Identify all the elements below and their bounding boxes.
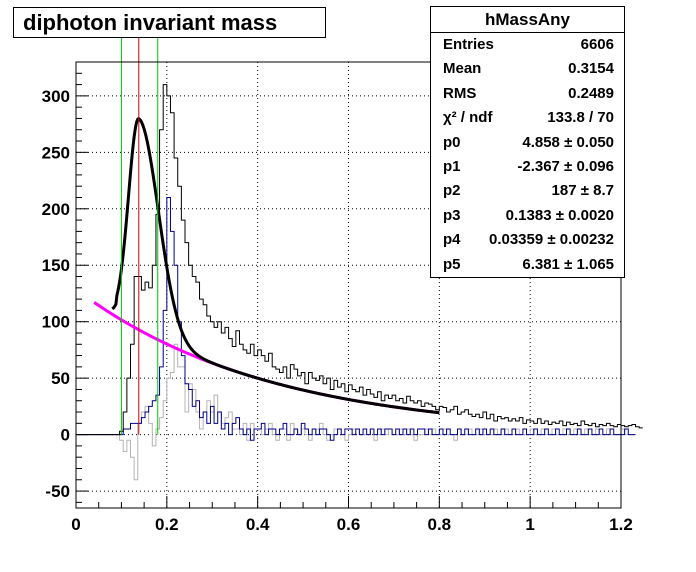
stats-key: p5: [443, 255, 461, 273]
histogram-all: [76, 84, 643, 436]
stats-key: p2: [443, 182, 461, 200]
stats-title: hMassAny: [431, 7, 624, 33]
y-tick-label: 200: [42, 200, 70, 219]
stats-row: p5 6.381 ± 1.065: [431, 253, 624, 277]
x-tick-label: 1.2: [609, 515, 633, 534]
stats-value: 0.03359 ± 0.00232: [488, 231, 614, 249]
stats-key: Mean: [443, 60, 482, 78]
stats-key: p4: [443, 231, 461, 249]
stats-row: p2 187 ± 8.7: [431, 179, 624, 203]
y-tick-label: 150: [42, 256, 70, 275]
stats-box: hMassAny Entries 6606 Mean 0.3154 RMS 0.248…: [430, 6, 625, 278]
y-tick-label: 300: [42, 87, 70, 106]
stats-key: χ² / ndf: [443, 109, 493, 127]
histogram-blue: [76, 196, 636, 441]
x-tick-label: 0.8: [428, 515, 452, 534]
stats-row: Mean 0.3154: [431, 57, 624, 81]
stats-key: p1: [443, 157, 461, 175]
stats-value: 0.2489: [568, 84, 614, 102]
stats-value: 187 ± 8.7: [551, 182, 614, 200]
background-fit-curve: [93, 301, 440, 415]
x-tick-label: 0.2: [155, 515, 179, 534]
stats-key: RMS: [443, 84, 477, 102]
histogram-grey: [76, 343, 636, 481]
stats-row: p1 -2.367 ± 0.096: [431, 155, 624, 179]
y-tick-label: 250: [42, 143, 70, 162]
y-tick-label: 50: [51, 369, 70, 388]
stats-key: p0: [443, 133, 461, 151]
stats-row: χ² / ndf 133.8 / 70: [431, 106, 624, 130]
stats-row: p3 0.1383 ± 0.0020: [431, 204, 624, 228]
stats-key: Entries: [443, 36, 494, 53]
chart-title: diphoton invariant mass: [13, 7, 326, 38]
stats-value: 0.1383 ± 0.0020: [505, 206, 614, 224]
fit-curve: [111, 116, 440, 415]
x-tick-label: 0.6: [337, 515, 361, 534]
stats-row: p4 0.03359 ± 0.00232: [431, 228, 624, 252]
y-tick-label: -50: [45, 482, 70, 501]
y-tick-label: 100: [42, 313, 70, 332]
x-tick-label: 1: [525, 515, 534, 534]
stats-value: 0.3154: [568, 60, 614, 78]
stats-value: 133.8 / 70: [547, 109, 614, 127]
x-tick-label: 0.4: [246, 515, 270, 534]
stats-value: 6.381 ± 1.065: [522, 255, 614, 273]
stats-row: p0 4.858 ± 0.050: [431, 131, 624, 155]
stats-row: Entries 6606: [431, 33, 624, 57]
stats-key: p3: [443, 206, 461, 224]
stats-value: 4.858 ± 0.050: [522, 133, 614, 151]
stats-value: -2.367 ± 0.096: [517, 157, 614, 175]
stats-row: RMS 0.2489: [431, 82, 624, 106]
x-tick-label: 0: [71, 515, 80, 534]
y-tick-label: 0: [61, 426, 70, 445]
stats-value: 6606: [580, 36, 614, 53]
